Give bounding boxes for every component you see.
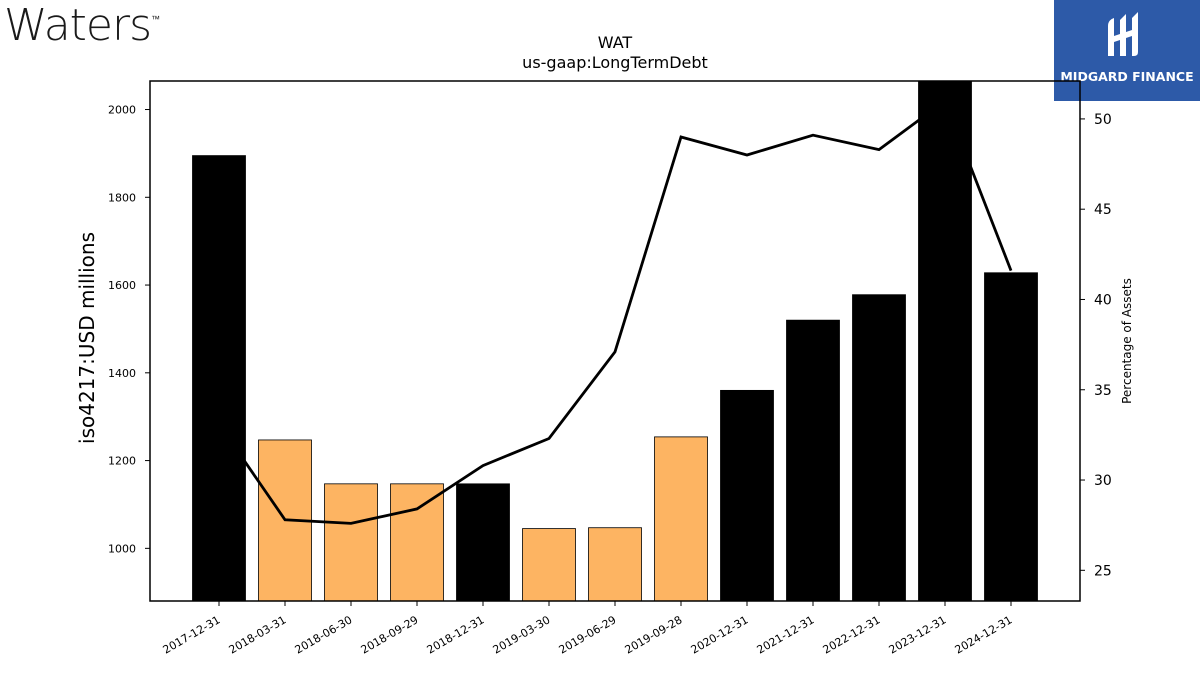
x-tick-label: 2017-12-31 — [161, 613, 223, 656]
midgard-finance-logo: MIDGARD FINANCE — [1054, 0, 1200, 101]
waters-logo: Waters™ — [4, 0, 160, 51]
chart-title: WAT — [598, 33, 633, 52]
y-tick-label: 1400 — [108, 367, 136, 380]
x-axis: 2017-12-31 2018-03-31 2018-06-30 2018-09-29… — [161, 601, 1015, 657]
y2-tick-label: 45 — [1094, 202, 1112, 218]
y2-tick-label: 40 — [1094, 292, 1112, 308]
bar-2021-12-31 — [786, 319, 840, 602]
x-tick-label: 2021-12-31 — [755, 613, 817, 656]
line-layer — [217, 98, 1013, 525]
waters-logo-text: Waters — [4, 0, 152, 51]
chart-subtitle: us-gaap:LongTermDebt — [522, 53, 708, 72]
x-tick-label: 2018-03-31 — [227, 613, 289, 656]
y2-tick-label: 25 — [1094, 563, 1112, 579]
y-tick-label: 1800 — [108, 191, 136, 204]
y2-tick-label: 50 — [1094, 112, 1112, 128]
y2-axis-label: Percentage of Assets — [1120, 278, 1134, 404]
bar-2019-06-29 — [588, 527, 642, 602]
bar-2018-06-30 — [324, 483, 378, 602]
x-tick-label: 2018-09-29 — [359, 613, 421, 656]
bar-2018-09-29 — [390, 483, 444, 602]
y-axis-label: iso4217:USD millions — [75, 232, 99, 444]
y-axis-right: 25 30 35 40 45 50 — [1080, 112, 1112, 579]
y-tick-label: 2000 — [108, 104, 136, 117]
y2-tick-label: 35 — [1094, 383, 1112, 399]
x-tick-label: 2018-06-30 — [293, 613, 355, 656]
midgard-emblem-icon — [1108, 12, 1138, 56]
x-tick-label: 2020-12-31 — [689, 613, 751, 656]
x-tick-label: 2019-06-29 — [557, 613, 619, 656]
y-axis-left: 1000 1200 1400 1600 1800 2000 — [108, 104, 150, 555]
bar-2020-12-31 — [720, 389, 774, 602]
trademark-mark: ™ — [151, 15, 160, 25]
bar-2024-12-31 — [984, 272, 1038, 602]
bar-2023-12-31 — [918, 80, 972, 602]
y-tick-label: 1600 — [108, 279, 136, 292]
bar-2019-09-28 — [654, 436, 708, 602]
x-tick-label: 2019-09-28 — [623, 613, 685, 656]
midgard-finance-text: MIDGARD FINANCE — [1060, 69, 1194, 84]
x-tick-label: 2019-03-30 — [491, 613, 553, 656]
series-line-percentage-of-assets — [217, 98, 1013, 525]
y2-tick-label: 30 — [1094, 473, 1112, 489]
y-tick-label: 1200 — [108, 455, 136, 468]
bars — [192, 80, 1038, 602]
x-tick-label: 2018-12-31 — [425, 613, 487, 656]
x-tick-label: 2024-12-31 — [953, 613, 1015, 656]
bar-2017-12-31 — [192, 155, 246, 602]
bar-2022-12-31 — [852, 294, 906, 602]
x-tick-label: 2022-12-31 — [821, 613, 883, 656]
y-tick-label: 1000 — [108, 542, 136, 555]
x-tick-label: 2023-12-31 — [887, 613, 949, 656]
bar-2019-03-30 — [522, 528, 576, 602]
bar-2018-12-31 — [456, 483, 510, 602]
